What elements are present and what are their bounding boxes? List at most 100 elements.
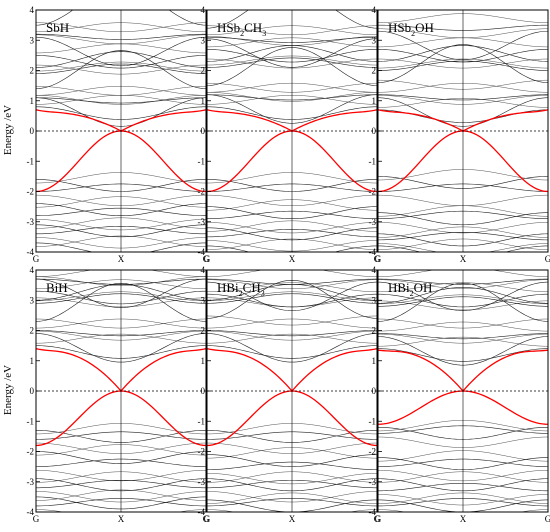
- x-tick-label: G: [545, 514, 550, 524]
- x-tick-label: G: [204, 514, 211, 524]
- y-tick-label: -3: [27, 217, 35, 227]
- y-tick-label: -4: [198, 507, 206, 517]
- panel-label-subscript: 3: [261, 289, 265, 298]
- y-tick-label: 2: [372, 326, 377, 336]
- y-tick-label: 0: [372, 386, 377, 396]
- conduction-band: [207, 10, 377, 29]
- y-tick-label: 1: [30, 356, 35, 366]
- y-tick-label: -3: [369, 477, 377, 487]
- x-tick-label: G: [203, 514, 210, 524]
- y-tick-label: 0: [372, 126, 377, 136]
- x-tick-label: X: [289, 514, 296, 524]
- y-tick-label: -2: [369, 187, 377, 197]
- valence-band: [36, 242, 206, 252]
- x-tick-label: G: [204, 254, 211, 264]
- y-tick-label: -2: [27, 447, 35, 457]
- panel-label-part: OH: [414, 280, 433, 295]
- y-tick-label: 3: [30, 295, 35, 305]
- y-tick-label: 2: [372, 66, 377, 76]
- panel-label-subscript: 2: [240, 29, 244, 38]
- y-tick-label: 4: [201, 5, 206, 15]
- valence-band: [207, 499, 377, 512]
- x-tick-label: G: [375, 254, 382, 264]
- x-tick-label: G: [375, 514, 382, 524]
- panel-label: HSb2CH3: [217, 20, 266, 38]
- y-tick-label: 0: [30, 126, 35, 136]
- valence-band: [378, 499, 548, 512]
- conduction-band: [36, 270, 206, 277]
- y-tick-label: 4: [372, 265, 377, 275]
- x-tick-label: X: [118, 254, 125, 264]
- x-tick-label: X: [460, 254, 467, 264]
- y-tick-label: 1: [201, 96, 206, 106]
- panel-label-subscript: 2: [410, 289, 414, 298]
- panel-label-subscript: 3: [262, 29, 266, 38]
- panel-label: HBi2OH: [388, 280, 432, 298]
- y-tick-label: 2: [30, 66, 35, 76]
- y-tick-label: 3: [372, 35, 377, 45]
- panel-label-part: CH: [244, 20, 262, 35]
- y-tick-label: 1: [372, 96, 377, 106]
- panel-label-base: BiH: [46, 280, 68, 295]
- x-tick-label: X: [289, 254, 296, 264]
- y-tick-label: 2: [201, 66, 206, 76]
- y-tick-label: 3: [201, 295, 206, 305]
- y-tick-label: 3: [372, 295, 377, 305]
- x-tick-label: G: [374, 254, 381, 264]
- x-tick-label: G: [33, 514, 40, 524]
- y-axis-title-top: Energy /eV: [2, 105, 14, 155]
- y-tick-label: -2: [198, 187, 206, 197]
- panel-label-base: HSb: [217, 20, 240, 35]
- y-tick-label: 0: [201, 126, 206, 136]
- y-tick-label: -2: [369, 447, 377, 457]
- y-tick-label: 1: [201, 356, 206, 366]
- conduction-band: [378, 270, 548, 277]
- y-tick-label: -3: [27, 477, 35, 487]
- y-tick-label: 3: [201, 35, 206, 45]
- y-tick-label: 2: [201, 326, 206, 336]
- y-tick-label: -4: [369, 507, 377, 517]
- valence-band: [207, 245, 377, 252]
- x-tick-label: G: [33, 254, 40, 264]
- x-tick-label: G: [374, 514, 381, 524]
- panel-label: SbH: [46, 20, 69, 35]
- panel-label-part: OH: [415, 20, 434, 35]
- panel-label-base: HBi: [388, 280, 410, 295]
- y-tick-label: -1: [27, 156, 35, 166]
- panel-label: BiH: [46, 280, 68, 295]
- x-tick-label: G: [545, 254, 550, 264]
- y-tick-label: 0: [201, 386, 206, 396]
- valence-band: [378, 245, 548, 252]
- panel-label-base: HSb: [388, 20, 411, 35]
- x-tick-label: X: [118, 514, 125, 524]
- y-tick-label: 1: [30, 96, 35, 106]
- y-tick-label: -3: [198, 477, 206, 487]
- panel-label-subscript: 2: [411, 29, 415, 38]
- y-tick-label: -4: [198, 247, 206, 257]
- y-tick-label: -1: [198, 156, 206, 166]
- y-tick-label: 1: [372, 356, 377, 366]
- y-tick-label: 4: [372, 5, 377, 15]
- y-tick-label: -4: [27, 247, 35, 257]
- panel-label: HBi2CH3: [217, 280, 265, 298]
- panel-label-part: CH: [243, 280, 261, 295]
- y-tick-label: -3: [369, 217, 377, 227]
- y-tick-label: 2: [30, 326, 35, 336]
- conduction-band: [36, 10, 206, 26]
- panel-label-base: HBi: [217, 280, 239, 295]
- y-tick-label: -4: [369, 247, 377, 257]
- y-tick-label: -4: [27, 507, 35, 517]
- y-tick-label: -1: [27, 416, 35, 426]
- panel-label: HSb2OH: [388, 20, 434, 38]
- x-tick-label: X: [460, 514, 467, 524]
- y-tick-label: -3: [198, 217, 206, 227]
- y-tick-label: -2: [198, 447, 206, 457]
- y-tick-label: 4: [201, 265, 206, 275]
